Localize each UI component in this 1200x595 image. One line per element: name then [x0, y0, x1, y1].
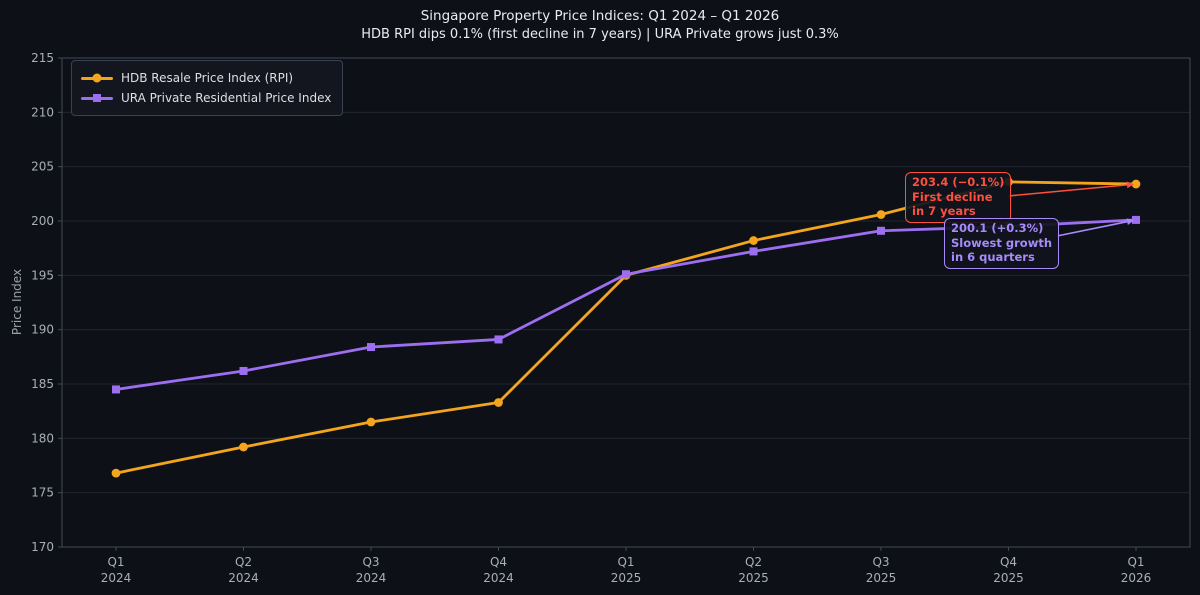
x-tick-label: Q1 — [107, 555, 124, 569]
hdb-point-marker — [111, 468, 121, 478]
x-tick-label: Q2 — [235, 555, 252, 569]
hdb-point-marker — [494, 398, 503, 407]
annotation-arrowhead-ura — [1126, 218, 1135, 226]
x-tick-label: Q1 — [1127, 555, 1144, 569]
legend-label-ura: URA Private Residential Price Index — [121, 91, 332, 105]
y-tick-label: 215 — [31, 51, 54, 65]
hdb-line-swatch — [81, 71, 113, 85]
annotation-ura-text-1: Slowest growth — [951, 235, 1053, 250]
y-tick-label: 175 — [31, 486, 54, 500]
x-tick-label: 2026 — [1121, 571, 1152, 585]
chart-title: Singapore Property Price Indices: Q1 202… — [420, 8, 780, 24]
y-tick-label: 210 — [31, 105, 54, 119]
y-axis-label: Price Index — [10, 268, 24, 336]
hdb-point-marker — [749, 236, 758, 245]
annotation-hdb-text-2: in 7 years — [912, 204, 976, 218]
annotation-arrowhead-hdb — [1126, 181, 1135, 189]
ura-point-marker — [239, 366, 248, 375]
hdb-point-marker — [1131, 179, 1141, 189]
y-tick-label: 170 — [31, 540, 54, 554]
x-tick-label: 2025 — [866, 571, 897, 585]
legend-item-hdb: HDB Resale Price Index (RPI) — [81, 68, 331, 88]
annotation-ura-text-2: in 6 quarters — [951, 250, 1035, 264]
annotation-ura-value: 200.1 (+0.3%) — [951, 221, 1044, 235]
x-tick-label: 2025 — [738, 571, 769, 585]
square-marker-icon — [93, 94, 101, 102]
ura-point-marker — [367, 343, 375, 352]
hdb-point-marker — [366, 417, 376, 427]
legend-label-hdb: HDB Resale Price Index (RPI) — [121, 71, 294, 85]
x-tick-label: Q4 — [1000, 555, 1017, 569]
y-tick-label: 185 — [31, 377, 54, 391]
annotation-arrow-hdb — [1007, 184, 1128, 197]
ura-point-marker — [1132, 215, 1140, 224]
x-tick-label: Q3 — [872, 555, 889, 569]
y-tick-label: 200 — [31, 214, 54, 228]
annotation-hdb-decline: 203.4 (−0.1%) First decline in 7 years — [905, 172, 1012, 223]
x-tick-label: 2024 — [483, 571, 514, 585]
x-tick-label: 2024 — [228, 571, 259, 585]
annotation-hdb-value: 203.4 (−0.1%) — [912, 175, 1005, 189]
chart-subtitle: HDB RPI dips 0.1% (first decline in 7 ye… — [361, 27, 839, 42]
y-tick-label: 190 — [31, 323, 54, 337]
x-tick-label: 2024 — [356, 571, 387, 585]
plot-border — [61, 57, 1191, 548]
ura-point-marker — [622, 270, 630, 279]
x-tick-label: Q4 — [490, 555, 507, 569]
legend-item-ura: URA Private Residential Price Index — [81, 88, 331, 108]
circle-marker-icon — [92, 73, 102, 83]
y-tick-label: 205 — [31, 160, 54, 174]
ura-point-marker — [749, 247, 758, 256]
ura-point-marker — [877, 226, 885, 235]
legend: HDB Resale Price Index (RPI) URA Private… — [71, 60, 344, 116]
x-tick-label: Q3 — [362, 555, 379, 569]
annotation-ura-growth: 200.1 (+0.3%) Slowest growth in 6 quarte… — [944, 218, 1060, 269]
x-tick-label: 2025 — [611, 571, 642, 585]
annotation-hdb-text-1: First decline — [912, 189, 993, 204]
annotation-arrow-ura — [1056, 220, 1128, 237]
y-tick-label: 180 — [31, 431, 54, 445]
x-tick-label: Q2 — [745, 555, 762, 569]
x-tick-label: 2024 — [101, 571, 132, 585]
ura-point-marker — [494, 335, 503, 344]
hdb-point-marker — [876, 210, 886, 219]
ura-line-swatch — [81, 91, 113, 105]
x-tick-label: Q1 — [617, 555, 634, 569]
ura-point-marker — [112, 385, 120, 394]
x-tick-label: 2025 — [993, 571, 1024, 585]
title-block: Singapore Property Price Indices: Q1 202… — [0, 7, 1200, 44]
hdb-point-marker — [239, 442, 248, 452]
y-tick-label: 195 — [31, 268, 54, 282]
